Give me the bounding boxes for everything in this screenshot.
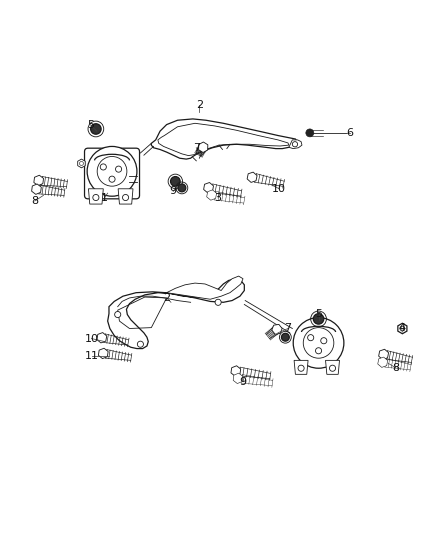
Circle shape [293,318,344,368]
Circle shape [313,313,324,324]
Text: 7: 7 [193,143,200,153]
Polygon shape [207,190,216,200]
Polygon shape [34,175,43,185]
Circle shape [80,161,83,165]
Polygon shape [118,189,133,204]
Circle shape [138,341,144,348]
Circle shape [170,176,180,186]
FancyBboxPatch shape [85,148,140,199]
Polygon shape [97,333,107,343]
Circle shape [91,124,101,134]
Polygon shape [88,189,103,204]
Polygon shape [325,360,339,374]
Text: 10: 10 [272,184,286,194]
Circle shape [307,335,314,341]
Text: 6: 6 [346,128,353,139]
Text: 1: 1 [101,192,108,203]
Polygon shape [398,323,407,334]
Polygon shape [151,119,297,159]
Circle shape [215,299,221,305]
Polygon shape [99,348,108,359]
Text: 5: 5 [315,309,322,319]
Polygon shape [204,182,213,193]
Circle shape [109,176,115,182]
Circle shape [303,328,334,358]
Polygon shape [32,184,41,195]
Circle shape [97,157,127,186]
Text: 11: 11 [85,351,99,360]
Text: 2: 2 [196,100,203,110]
Polygon shape [379,349,389,360]
Polygon shape [166,276,243,299]
Circle shape [93,195,99,200]
Text: 10: 10 [85,334,99,344]
Polygon shape [289,140,302,149]
Circle shape [116,166,122,172]
Text: 9: 9 [170,187,177,196]
Text: 5: 5 [87,119,94,130]
Circle shape [321,338,327,344]
Circle shape [292,142,297,147]
Text: 8: 8 [31,196,38,206]
Polygon shape [272,325,282,334]
Text: 3: 3 [215,193,222,203]
Circle shape [282,333,289,341]
Circle shape [400,326,405,331]
Text: 9: 9 [240,377,247,387]
Text: 2: 2 [163,293,170,303]
Polygon shape [378,357,388,367]
Text: 7: 7 [284,324,292,334]
Circle shape [329,365,336,372]
Polygon shape [294,360,308,374]
Polygon shape [78,159,85,168]
Text: 4: 4 [398,322,405,333]
Text: 8: 8 [392,363,399,373]
Polygon shape [198,142,208,152]
Circle shape [178,184,186,192]
Circle shape [100,164,106,170]
Circle shape [315,348,321,354]
Circle shape [115,311,121,318]
Circle shape [306,129,314,137]
Circle shape [298,365,304,372]
Circle shape [123,195,129,200]
Polygon shape [233,373,243,384]
Polygon shape [108,279,244,349]
Polygon shape [231,366,241,376]
Circle shape [87,147,137,196]
Polygon shape [247,172,257,182]
